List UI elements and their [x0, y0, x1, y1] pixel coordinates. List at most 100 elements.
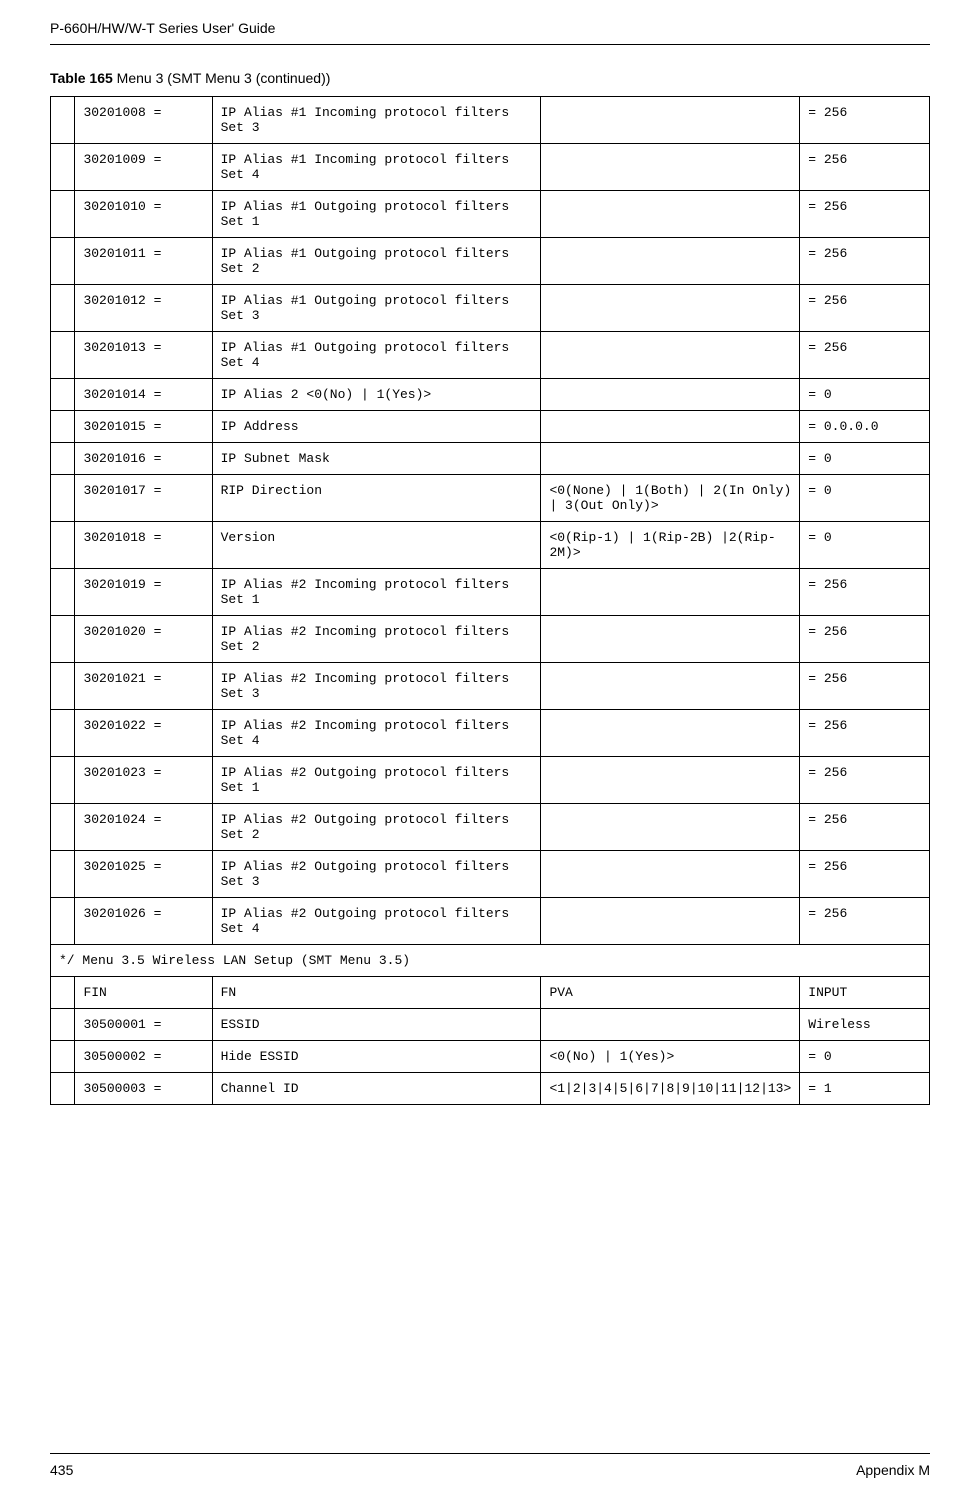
- pva-cell: [541, 898, 800, 945]
- fin-cell: 30201016 =: [75, 443, 212, 475]
- indent-cell: [51, 238, 75, 285]
- table-row: 30201011 =IP Alias #1 Outgoing protocol …: [51, 238, 930, 285]
- input-cell: = 256: [800, 569, 930, 616]
- section-cell: */ Menu 3.5 Wireless LAN Setup (SMT Menu…: [51, 945, 930, 977]
- fn-cell: IP Alias #2 Incoming protocol filters Se…: [212, 663, 541, 710]
- fin-cell: 30201009 =: [75, 144, 212, 191]
- pva-cell: <0(Rip-1) | 1(Rip-2B) |2(Rip-2M)>: [541, 522, 800, 569]
- fn-cell: IP Alias #2 Incoming protocol filters Se…: [212, 569, 541, 616]
- fin-cell: 30500001 =: [75, 1009, 212, 1041]
- fn-cell: Version: [212, 522, 541, 569]
- input-cell: = 256: [800, 144, 930, 191]
- pva-cell: [541, 191, 800, 238]
- fin-cell: 30201008 =: [75, 97, 212, 144]
- indent-cell: [51, 285, 75, 332]
- pva-cell: <0(None) | 1(Both) | 2(In Only) | 3(Out …: [541, 475, 800, 522]
- table-row: 30201008 =IP Alias #1 Incoming protocol …: [51, 97, 930, 144]
- pva-cell: [541, 569, 800, 616]
- fin-cell: 30201010 =: [75, 191, 212, 238]
- fn-cell: IP Alias #1 Incoming protocol filters Se…: [212, 144, 541, 191]
- input-cell: = 0: [800, 475, 930, 522]
- fn-cell: IP Alias 2 <0(No) | 1(Yes)>: [212, 379, 541, 411]
- table-row: 30201015 =IP Address= 0.0.0.0: [51, 411, 930, 443]
- indent-cell: [51, 569, 75, 616]
- indent-cell: [51, 616, 75, 663]
- table-row: 30201014 =IP Alias 2 <0(No) | 1(Yes)>= 0: [51, 379, 930, 411]
- input-cell: = 0: [800, 443, 930, 475]
- input-cell: = 0: [800, 379, 930, 411]
- input-cell: = 256: [800, 804, 930, 851]
- pva-cell: PVA: [541, 977, 800, 1009]
- fn-cell: IP Alias #2 Outgoing protocol filters Se…: [212, 757, 541, 804]
- table-row: 30201023 =IP Alias #2 Outgoing protocol …: [51, 757, 930, 804]
- table-row: 30201020 =IP Alias #2 Incoming protocol …: [51, 616, 930, 663]
- input-cell: = 256: [800, 851, 930, 898]
- table-row: 30201017 =RIP Direction<0(None) | 1(Both…: [51, 475, 930, 522]
- indent-cell: [51, 898, 75, 945]
- indent-cell: [51, 97, 75, 144]
- indent-cell: [51, 1041, 75, 1073]
- input-cell: = 0: [800, 522, 930, 569]
- table-row: 30201018 =Version<0(Rip-1) | 1(Rip-2B) |…: [51, 522, 930, 569]
- indent-cell: [51, 804, 75, 851]
- input-cell: = 256: [800, 898, 930, 945]
- table-row: 30201010 =IP Alias #1 Outgoing protocol …: [51, 191, 930, 238]
- input-cell: = 256: [800, 97, 930, 144]
- table-row: 30201025 =IP Alias #2 Outgoing protocol …: [51, 851, 930, 898]
- indent-cell: [51, 475, 75, 522]
- input-cell: INPUT: [800, 977, 930, 1009]
- book-header: P-660H/HW/W-T Series User' Guide: [50, 20, 930, 45]
- input-cell: = 256: [800, 757, 930, 804]
- fin-cell: 30201023 =: [75, 757, 212, 804]
- table-row: 30201019 =IP Alias #2 Incoming protocol …: [51, 569, 930, 616]
- fn-cell: Hide ESSID: [212, 1041, 541, 1073]
- table-row: 30201012 =IP Alias #1 Outgoing protocol …: [51, 285, 930, 332]
- fn-cell: IP Address: [212, 411, 541, 443]
- fin-cell: 30201022 =: [75, 710, 212, 757]
- caption-rest: Menu 3 (SMT Menu 3 (continued)): [113, 70, 331, 86]
- fn-cell: RIP Direction: [212, 475, 541, 522]
- table-row: 30201022 =IP Alias #2 Incoming protocol …: [51, 710, 930, 757]
- pva-cell: <0(No) | 1(Yes)>: [541, 1041, 800, 1073]
- pva-cell: [541, 379, 800, 411]
- input-cell: Wireless: [800, 1009, 930, 1041]
- input-cell: = 256: [800, 616, 930, 663]
- pva-cell: [541, 663, 800, 710]
- pva-cell: [541, 411, 800, 443]
- pva-cell: [541, 757, 800, 804]
- fn-cell: IP Subnet Mask: [212, 443, 541, 475]
- indent-cell: [51, 522, 75, 569]
- fn-cell: IP Alias #1 Outgoing protocol filters Se…: [212, 191, 541, 238]
- table-row: 30201013 =IP Alias #1 Outgoing protocol …: [51, 332, 930, 379]
- pva-cell: [541, 804, 800, 851]
- input-cell: = 256: [800, 191, 930, 238]
- fin-cell: 30201019 =: [75, 569, 212, 616]
- fin-cell: FIN: [75, 977, 212, 1009]
- pva-cell: [541, 616, 800, 663]
- pva-cell: [541, 710, 800, 757]
- input-cell: = 1: [800, 1073, 930, 1105]
- indent-cell: [51, 1073, 75, 1105]
- pva-cell: [541, 144, 800, 191]
- indent-cell: [51, 757, 75, 804]
- fin-cell: 30201013 =: [75, 332, 212, 379]
- input-cell: = 256: [800, 285, 930, 332]
- pva-cell: [541, 285, 800, 332]
- fn-cell: IP Alias #2 Outgoing protocol filters Se…: [212, 804, 541, 851]
- input-cell: = 256: [800, 663, 930, 710]
- indent-cell: [51, 191, 75, 238]
- pva-cell: [541, 851, 800, 898]
- pva-cell: [541, 332, 800, 379]
- pva-cell: [541, 443, 800, 475]
- pva-cell: [541, 1009, 800, 1041]
- input-cell: = 0: [800, 1041, 930, 1073]
- indent-cell: [51, 411, 75, 443]
- indent-cell: [51, 1009, 75, 1041]
- fin-cell: 30500003 =: [75, 1073, 212, 1105]
- pva-cell: [541, 97, 800, 144]
- fn-cell: FN: [212, 977, 541, 1009]
- pva-cell: <1|2|3|4|5|6|7|8|9|10|11|12|13>: [541, 1073, 800, 1105]
- fn-cell: IP Alias #1 Incoming protocol filters Se…: [212, 97, 541, 144]
- caption-bold: Table 165: [50, 70, 113, 86]
- fin-cell: 30201018 =: [75, 522, 212, 569]
